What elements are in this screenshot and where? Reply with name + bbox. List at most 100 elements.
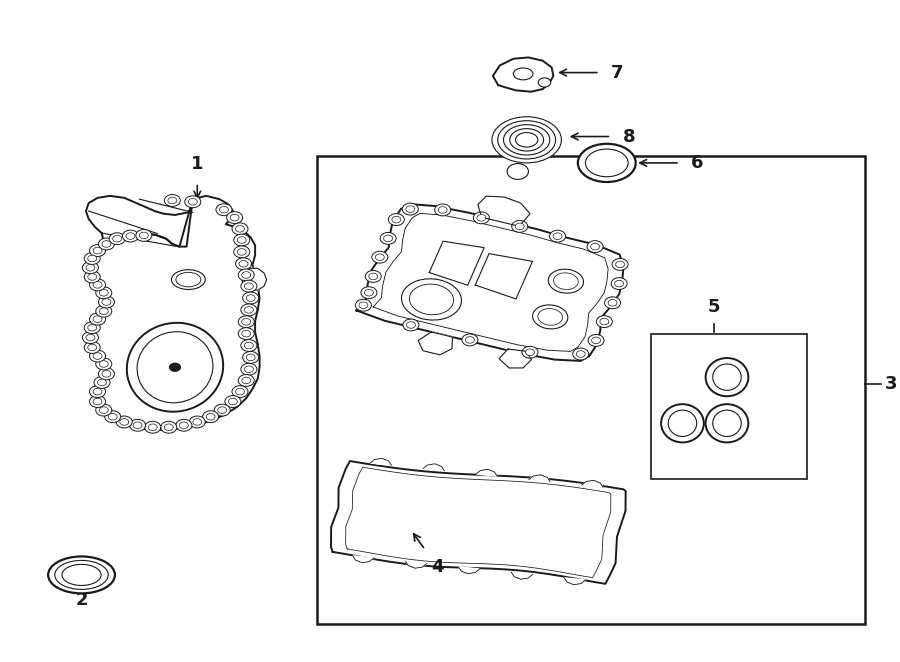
Circle shape	[93, 399, 102, 405]
Circle shape	[247, 354, 255, 361]
Circle shape	[245, 342, 253, 349]
Circle shape	[98, 296, 114, 308]
Circle shape	[145, 421, 161, 433]
Polygon shape	[475, 254, 533, 299]
Circle shape	[356, 299, 372, 311]
Circle shape	[365, 271, 382, 282]
Circle shape	[526, 349, 535, 355]
Ellipse shape	[706, 404, 749, 442]
Circle shape	[238, 375, 254, 387]
Text: 4: 4	[431, 559, 444, 577]
Circle shape	[597, 316, 612, 328]
Circle shape	[236, 258, 252, 269]
Circle shape	[372, 252, 388, 263]
Ellipse shape	[533, 305, 568, 329]
Circle shape	[550, 230, 565, 242]
Circle shape	[184, 196, 201, 208]
Circle shape	[102, 371, 111, 377]
Circle shape	[89, 396, 105, 408]
Circle shape	[225, 396, 241, 408]
Circle shape	[95, 305, 112, 317]
Ellipse shape	[492, 117, 562, 163]
Circle shape	[148, 424, 157, 430]
Polygon shape	[86, 196, 195, 247]
Polygon shape	[581, 481, 603, 487]
Ellipse shape	[585, 149, 628, 177]
Circle shape	[93, 316, 102, 322]
Ellipse shape	[554, 273, 578, 289]
Circle shape	[242, 330, 251, 337]
Circle shape	[232, 223, 248, 235]
Circle shape	[242, 318, 251, 325]
Circle shape	[238, 269, 254, 281]
Circle shape	[122, 230, 139, 242]
Circle shape	[85, 252, 100, 264]
Circle shape	[435, 204, 451, 216]
Polygon shape	[493, 58, 554, 92]
Text: 6: 6	[691, 154, 704, 172]
Circle shape	[179, 422, 188, 428]
Circle shape	[588, 334, 604, 346]
Circle shape	[95, 404, 112, 416]
Circle shape	[112, 236, 122, 242]
Circle shape	[236, 389, 245, 395]
Ellipse shape	[548, 269, 583, 293]
Bar	[652, 334, 807, 479]
Polygon shape	[511, 572, 533, 579]
Circle shape	[245, 283, 253, 289]
Circle shape	[241, 304, 256, 316]
Circle shape	[402, 203, 418, 215]
Polygon shape	[478, 196, 530, 226]
Polygon shape	[370, 458, 392, 465]
Circle shape	[572, 348, 589, 360]
Circle shape	[576, 351, 585, 357]
Circle shape	[241, 280, 256, 292]
Circle shape	[239, 260, 248, 267]
Circle shape	[89, 245, 105, 256]
Circle shape	[97, 379, 106, 386]
Circle shape	[605, 297, 621, 308]
Circle shape	[130, 419, 146, 431]
Circle shape	[87, 255, 96, 261]
Circle shape	[85, 342, 100, 354]
Circle shape	[126, 233, 135, 240]
Ellipse shape	[513, 68, 533, 80]
Circle shape	[99, 308, 108, 314]
Circle shape	[104, 410, 121, 422]
Circle shape	[406, 206, 415, 213]
Circle shape	[369, 273, 378, 280]
Circle shape	[98, 368, 114, 380]
Ellipse shape	[401, 279, 462, 320]
Ellipse shape	[55, 561, 108, 589]
Circle shape	[94, 377, 110, 389]
Text: 3: 3	[885, 375, 897, 393]
Circle shape	[214, 404, 230, 416]
Circle shape	[388, 214, 404, 226]
Circle shape	[206, 413, 215, 420]
Ellipse shape	[410, 284, 454, 314]
Circle shape	[87, 324, 96, 331]
Polygon shape	[242, 268, 266, 290]
Circle shape	[218, 407, 227, 413]
Ellipse shape	[516, 132, 538, 147]
Circle shape	[83, 332, 98, 344]
Circle shape	[85, 322, 100, 334]
Circle shape	[189, 416, 205, 428]
Circle shape	[238, 328, 254, 340]
Polygon shape	[429, 241, 484, 285]
Ellipse shape	[137, 332, 213, 402]
Ellipse shape	[662, 404, 704, 442]
Polygon shape	[406, 561, 427, 568]
Polygon shape	[90, 196, 259, 430]
Circle shape	[89, 350, 105, 362]
Polygon shape	[356, 204, 624, 361]
Circle shape	[99, 289, 108, 296]
Circle shape	[242, 377, 251, 384]
Ellipse shape	[503, 124, 550, 155]
Circle shape	[245, 307, 253, 313]
Circle shape	[140, 232, 148, 239]
Circle shape	[243, 292, 258, 304]
Text: 1: 1	[191, 155, 203, 173]
Circle shape	[243, 352, 258, 363]
Polygon shape	[476, 469, 497, 476]
